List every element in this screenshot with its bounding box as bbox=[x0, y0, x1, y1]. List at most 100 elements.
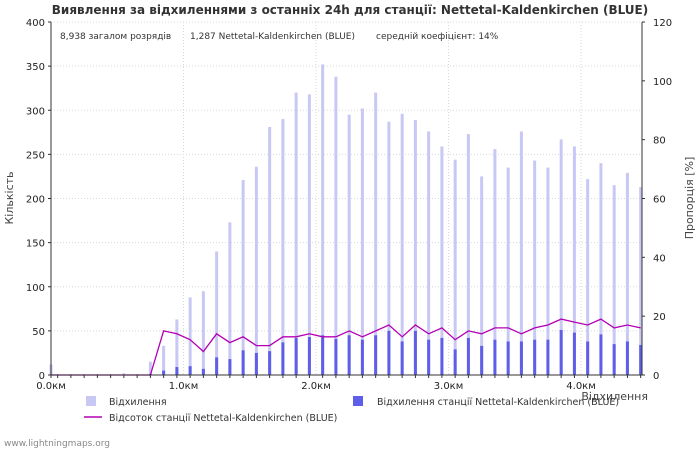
bar-deviations bbox=[440, 146, 444, 375]
legend-label-station-percent: Відсоток станції Nettetal-Kaldenkirchen … bbox=[109, 413, 337, 424]
legend-label-deviations: Відхилення bbox=[109, 397, 167, 408]
bar-deviations bbox=[201, 291, 205, 375]
y-right-tick-label: 80 bbox=[653, 136, 666, 147]
bar-deviations bbox=[586, 179, 590, 375]
legend-swatch-station-deviations bbox=[353, 396, 363, 406]
bar-deviations bbox=[122, 373, 126, 375]
bar-deviations bbox=[639, 187, 643, 375]
bar-deviations bbox=[466, 134, 470, 375]
stats-total: 8,938 загалом розрядів bbox=[60, 32, 171, 42]
bar-deviations bbox=[188, 297, 192, 375]
bar-station-deviations bbox=[586, 341, 590, 375]
x-tick-label: 4.0км bbox=[566, 381, 596, 392]
bar-station-deviations bbox=[188, 366, 192, 375]
y-left-tick-label: 400 bbox=[26, 18, 45, 29]
bar-station-deviations bbox=[268, 351, 272, 375]
bar-station-deviations bbox=[466, 337, 470, 375]
bar-deviations bbox=[453, 159, 457, 375]
bar-station-deviations bbox=[506, 341, 510, 375]
y-left-tick-label: 250 bbox=[26, 150, 45, 161]
grid bbox=[51, 21, 642, 375]
bar-station-deviations bbox=[493, 339, 497, 375]
y-right-tick-label: 20 bbox=[653, 312, 666, 323]
axes bbox=[48, 21, 645, 378]
bar-station-deviations bbox=[175, 367, 179, 375]
bar-station-deviations bbox=[427, 339, 431, 375]
y-right-tick-label: 120 bbox=[653, 18, 672, 29]
bar-deviations bbox=[599, 163, 603, 375]
y-right-tick-label: 40 bbox=[653, 253, 666, 264]
bar-station-deviations bbox=[294, 337, 298, 375]
bar-deviations bbox=[148, 361, 152, 375]
y-right-tick-label: 0 bbox=[653, 371, 659, 382]
bar-station-deviations bbox=[612, 344, 616, 375]
bar-deviations bbox=[360, 108, 364, 376]
bar-station-deviations bbox=[533, 339, 537, 375]
x-tick-label: 3.0км bbox=[434, 381, 464, 392]
bar-deviations bbox=[374, 92, 378, 375]
bar-station-deviations bbox=[307, 337, 311, 375]
bar-station-deviations bbox=[374, 335, 378, 375]
bar-deviations bbox=[519, 131, 523, 375]
y-left-tick-label: 300 bbox=[26, 106, 45, 117]
bar-deviations bbox=[427, 131, 431, 375]
bar-deviations bbox=[625, 172, 629, 375]
bar-deviations bbox=[334, 76, 338, 375]
bar-deviations bbox=[175, 319, 179, 375]
y-left-tick-label: 50 bbox=[32, 327, 45, 338]
bar-deviations bbox=[294, 92, 298, 375]
bar-station-deviations bbox=[559, 329, 563, 375]
bar-deviations bbox=[347, 114, 351, 375]
bar-deviations bbox=[254, 166, 258, 375]
bar-station-deviations bbox=[162, 370, 166, 375]
legend: Відхилення Відхилення станції Nettetal-K… bbox=[84, 396, 619, 424]
bars bbox=[49, 64, 643, 376]
x-tick-label: 1.0км bbox=[169, 381, 199, 392]
bar-deviations bbox=[612, 185, 616, 375]
y-left-tick-label: 100 bbox=[26, 283, 45, 294]
bar-deviations bbox=[533, 160, 537, 375]
bar-deviations bbox=[281, 119, 285, 375]
y-right-tick-label: 100 bbox=[653, 77, 672, 88]
bar-deviations bbox=[228, 222, 232, 375]
bar-station-deviations bbox=[228, 359, 232, 375]
bar-station-deviations bbox=[453, 349, 457, 375]
bar-deviations bbox=[268, 127, 272, 375]
chart-title: Виявлення за відхиленнями з останніх 24h… bbox=[52, 3, 648, 17]
bar-deviations bbox=[413, 119, 417, 376]
bar-deviations bbox=[572, 146, 576, 375]
stats-station: 1,287 Nettetal-Kaldenkirchen (BLUE) bbox=[190, 32, 355, 42]
bar-station-deviations bbox=[440, 337, 444, 375]
y-right-tick-label: 60 bbox=[653, 195, 666, 206]
ticks: 0 50 100 150 200 250 300 350 400 0 20 40 60 80 100 120 0… bbox=[26, 18, 672, 392]
bar-station-deviations bbox=[546, 339, 550, 375]
bar-deviations bbox=[321, 64, 325, 376]
bar-station-deviations bbox=[254, 352, 258, 375]
y-left-tick-label: 200 bbox=[26, 195, 45, 206]
legend-swatch-deviations bbox=[86, 396, 96, 406]
bar-station-deviations bbox=[480, 345, 484, 375]
x-tick-label: 0.0км bbox=[36, 381, 66, 392]
y-left-title: Кількість bbox=[3, 171, 16, 224]
x-axis-title: Відхилення bbox=[581, 390, 648, 403]
bar-deviations bbox=[546, 167, 550, 375]
stats-ratio: середній коефіцієнт: 14% bbox=[376, 32, 499, 42]
bar-station-deviations bbox=[281, 342, 285, 375]
bar-station-deviations bbox=[201, 368, 205, 375]
y-left-tick-label: 150 bbox=[26, 239, 45, 250]
bar-deviations bbox=[387, 121, 391, 375]
y-right-title: Пропорція [%] bbox=[683, 157, 696, 240]
bar-station-deviations bbox=[413, 330, 417, 375]
bar-deviations bbox=[307, 94, 311, 376]
bar-deviations bbox=[215, 251, 219, 375]
bar-station-deviations bbox=[241, 350, 245, 375]
bar-deviations bbox=[559, 139, 563, 375]
bar-station-deviations bbox=[321, 335, 325, 375]
bar-station-deviations bbox=[625, 341, 629, 375]
bar-station-deviations bbox=[215, 357, 219, 375]
legend-label-station-deviations: Відхилення станції Nettetal-Kaldenkirche… bbox=[377, 397, 619, 408]
y-left-tick-label: 350 bbox=[26, 62, 45, 73]
bar-deviations bbox=[241, 179, 245, 375]
